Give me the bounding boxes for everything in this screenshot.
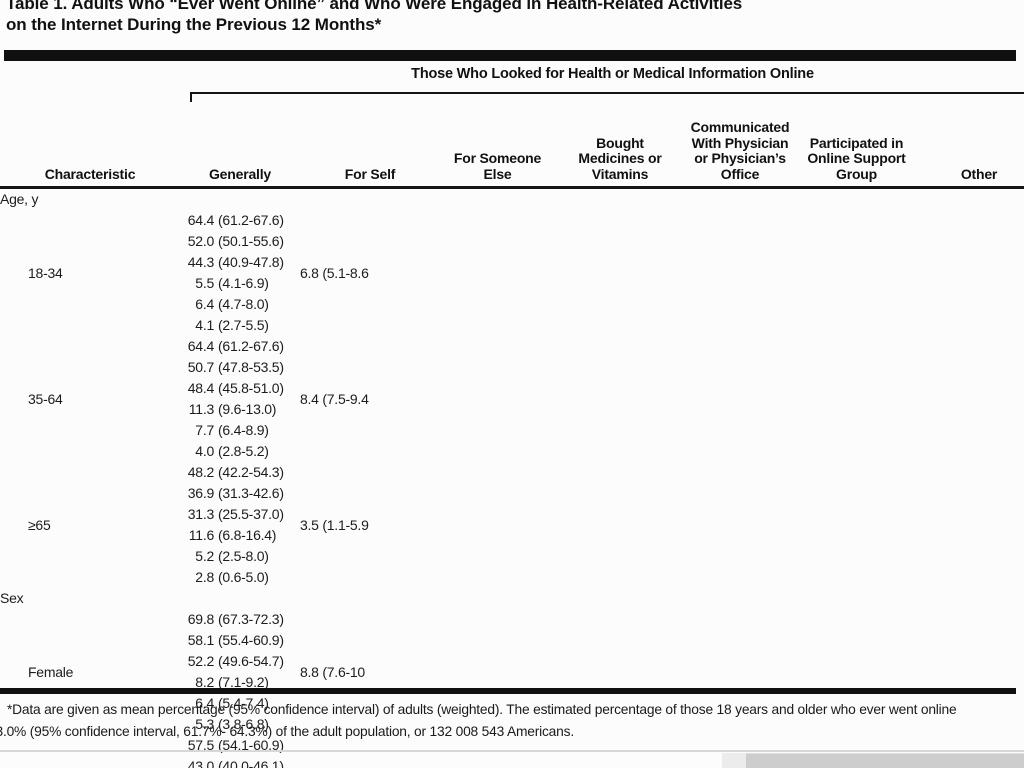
row-label: ≥65 — [28, 516, 51, 533]
value-cell: 64.4 (61.2-67.6) — [187, 338, 284, 354]
value-cell: 11.6 (6.8-16.4) — [188, 527, 277, 543]
group-row: Sex — [0, 588, 1024, 609]
value-cell: 2.8 (0.6-5.0) — [195, 569, 269, 585]
data-table: Characteristic Generally For Self For So… — [0, 94, 1024, 768]
value-cell: 50.7 (47.8-53.5) — [187, 359, 284, 375]
value-cell: 5.3 (3.8-6.8) — [195, 716, 269, 732]
table-title: Table 1. Adults Who “Ever Went Online” a… — [6, 0, 743, 34]
value-cell: 44.3 (40.9-47.8) — [187, 254, 284, 270]
scrollbar-thumb[interactable] — [722, 753, 746, 768]
table-top-rule — [4, 50, 1016, 61]
row-label: 18-34 — [28, 264, 63, 281]
footnote-line-1: *Data are given as mean percentage (95% … — [7, 702, 957, 717]
row-label: Age, y — [0, 191, 39, 207]
value-cell: 57.5 (54.1-60.9) — [187, 737, 284, 753]
empty-cell — [180, 188, 1024, 211]
value-cell: 52.2 (49.6-54.7) — [187, 653, 284, 669]
col-header-characteristic: Characteristic — [0, 94, 180, 189]
footnote-line-2: 63.0% (95% confidence interval, 61.7%- 6… — [0, 724, 574, 739]
col-header-other: Other — [918, 94, 1024, 189]
value-cell: 6.4 (4.7-8.0) — [195, 296, 269, 312]
value-cell: 7.7 (6.4-8.9) — [195, 422, 269, 438]
scrollbar-track[interactable] — [746, 753, 1024, 768]
value-cell: 48.4 (45.8-51.0) — [187, 380, 284, 396]
value-cell: 8.2 (7.1-9.2) — [195, 674, 269, 690]
value-cell: 43.0 (40.0-46.1) — [187, 758, 284, 768]
col-header-online-support-group: Participated in Online Support Group — [795, 94, 918, 189]
col-header-communicated-physician: Communicated With Physician or Physician… — [685, 94, 795, 189]
value-cell: 64.4 (61.2-67.6) — [187, 212, 284, 228]
empty-cell — [180, 588, 1024, 609]
value-cell: 11.3 (9.6-13.0) — [188, 401, 277, 417]
value-cell: 58.1 (55.4-60.9) — [187, 632, 284, 648]
value-cell: 5.5 (4.1-6.9) — [195, 275, 269, 291]
col-header-generally: Generally — [180, 94, 300, 189]
value-cell: 6.8 (5.1-8.6 — [300, 264, 369, 281]
table-bottom-rule — [0, 688, 1016, 694]
value-cell: 31.3 (25.5-37.0) — [187, 506, 284, 522]
table-row: 18-34 64.4 (61.2-67.6) 52.0 (50.1-55.6) 44.3(… — [0, 210, 1024, 336]
value-cell: 5.2 (2.5-8.0) — [195, 548, 269, 564]
value-cell: 6.4 (5.4-7.4) — [195, 695, 269, 711]
table-row: 35-64 64.4 (61.2-67.6) 50.7 (47.8-53.5) 48.4(… — [0, 336, 1024, 462]
col-header-for-self: For Self — [300, 94, 440, 189]
col-header-bought-medicines: Bought Medicines or Vitamins — [555, 94, 685, 189]
table-row: ≥65 48.2 (42.2-54.3) 36.9 (31.3-42.6) 31.3 (25… — [0, 462, 1024, 588]
group-row: Age, y — [0, 188, 1024, 211]
column-spanner-heading: Those Who Looked for Health or Medical I… — [411, 66, 814, 82]
value-cell: 4.1 (2.7-5.5) — [195, 317, 269, 333]
table-header: Characteristic Generally For Self For So… — [0, 94, 1024, 189]
row-label: Female — [28, 663, 74, 680]
value-cell: 48.2 (42.2-54.3) — [187, 464, 284, 480]
value-cell: 52.0 (50.1-55.6) — [187, 233, 284, 249]
table-body: Age, y 18-34 64.4 (61.2-67.6) 52.0 (50.1-55.6… — [0, 188, 1024, 768]
table-row: Female 69.8 (67.3-72.3) 58.1 (55.4-60.9) 52.2… — [0, 609, 1024, 735]
value-cell: 8.8 (7.6-10 — [300, 663, 365, 680]
value-cell: 69.8 (67.3-72.3) — [187, 611, 284, 627]
row-label: Sex — [0, 590, 24, 606]
bottom-divider — [0, 750, 1024, 752]
row-label: 35-64 — [28, 390, 63, 407]
value-cell: 36.9 (31.3-42.6) — [187, 485, 284, 501]
col-header-for-someone-else: For Someone Else — [440, 94, 555, 189]
value-cell: 4.0 (2.8-5.2) — [195, 443, 269, 459]
value-cell: 3.5 (1.1-5.9 — [300, 516, 369, 533]
table-row: Male57.5(54.1-60.9)43.0(40.0-46.1)39.4(3… — [0, 735, 1024, 768]
value-cell: 8.4 (7.5-9.4 — [300, 390, 369, 407]
